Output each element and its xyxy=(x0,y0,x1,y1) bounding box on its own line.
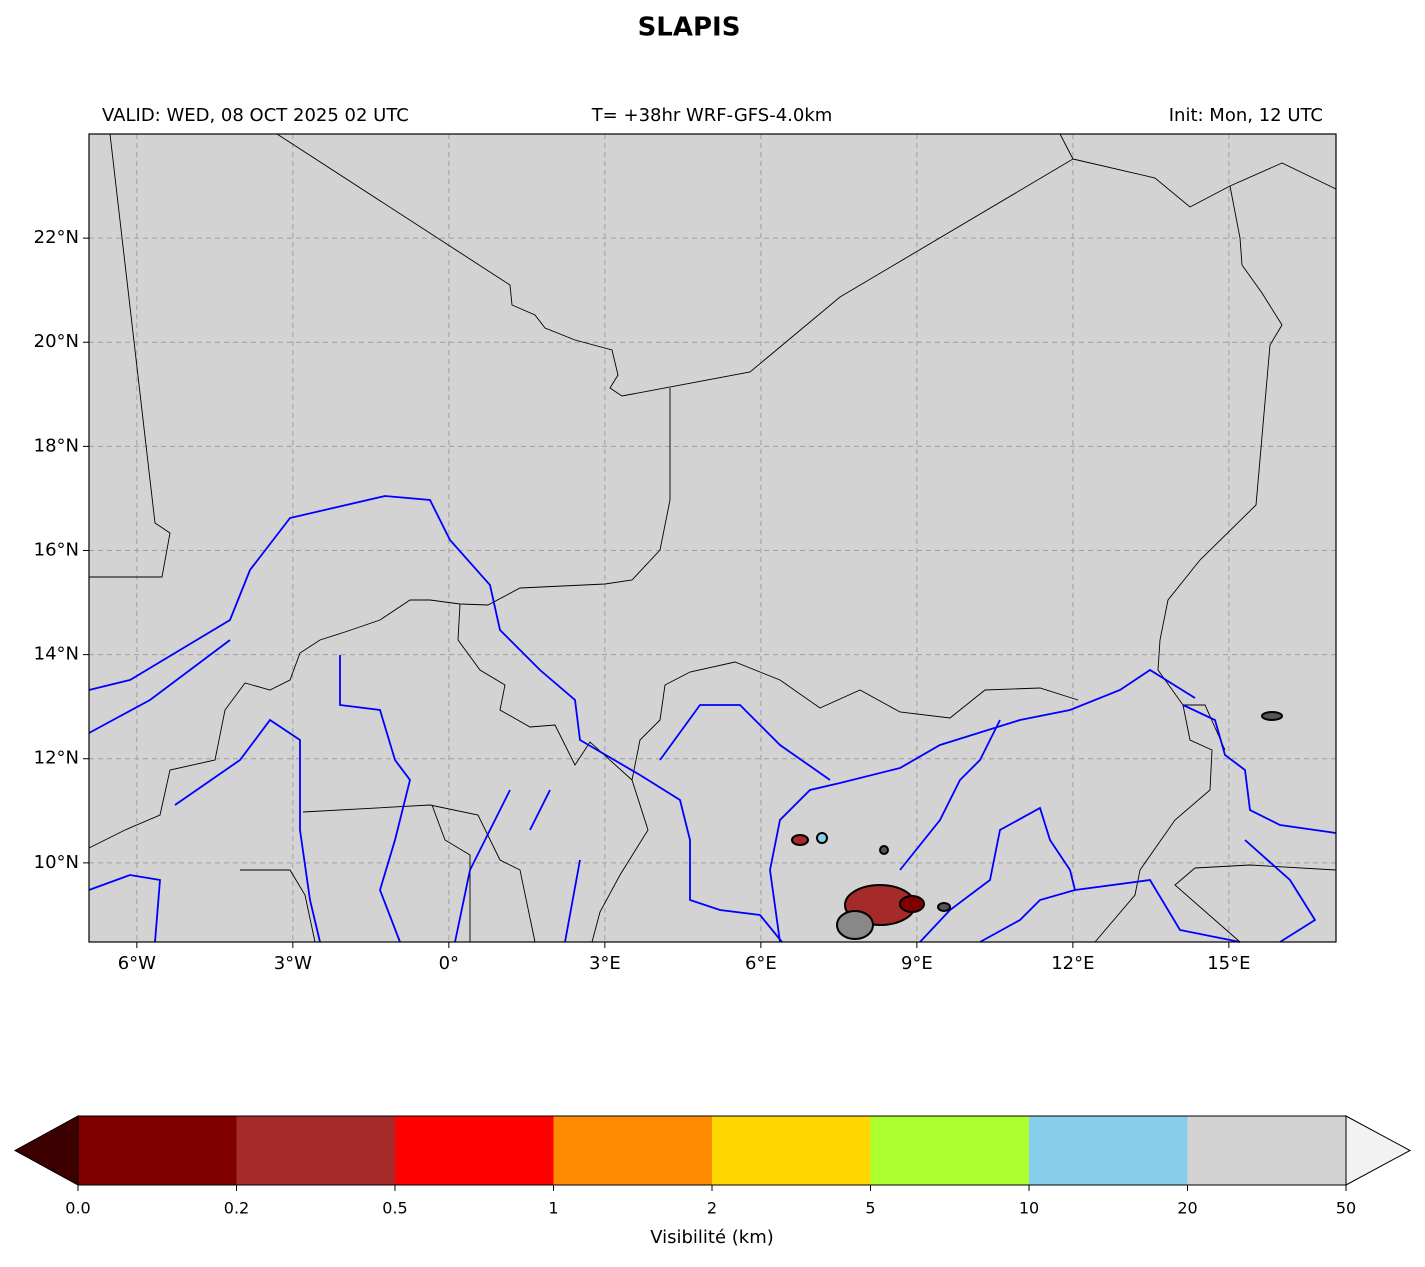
y-tick-label: 16°N xyxy=(34,539,79,560)
colorbar-tick-label: 20 xyxy=(1177,1199,1197,1218)
y-tick-label: 18°N xyxy=(34,435,79,456)
map-frame xyxy=(88,133,1337,943)
colorbar-segment xyxy=(395,1116,554,1185)
x-tick-label: 3°W xyxy=(274,953,312,974)
colorbar-segment xyxy=(236,1116,395,1185)
colorbar-tick-label: 0.5 xyxy=(382,1199,407,1218)
colorbar-segment xyxy=(1187,1116,1346,1185)
subtitle-center: T= +38hr WRF-GFS-4.0km xyxy=(591,105,833,126)
y-tick-label: 10°N xyxy=(34,852,79,873)
map-background xyxy=(89,134,1336,942)
colorbar-tick-label: 1 xyxy=(548,1199,558,1218)
colorbar-tick-label: 10 xyxy=(1019,1199,1039,1218)
colorbar-tick-label: 50 xyxy=(1336,1199,1356,1218)
x-tick-label: 0° xyxy=(439,953,459,974)
x-tick-label: 6°E xyxy=(745,953,777,974)
colorbar-segment xyxy=(1029,1116,1188,1185)
colorbar-segment xyxy=(712,1116,871,1185)
x-tick-label: 15°E xyxy=(1207,953,1250,974)
colorbar-segment xyxy=(78,1116,237,1185)
colorbar-segment xyxy=(553,1116,712,1185)
x-tick-label: 9°E xyxy=(901,953,933,974)
x-tick-label: 12°E xyxy=(1051,953,1094,974)
colorbar-extend-min xyxy=(13,1115,79,1186)
x-tick-label: 3°E xyxy=(589,953,621,974)
subtitle-right: Init: Mon, 12 UTC xyxy=(1169,105,1323,126)
visibility-contours xyxy=(791,711,1283,940)
y-tick-label: 14°N xyxy=(34,644,79,665)
y-tick-label: 12°N xyxy=(34,748,79,769)
colorbar-tick-label: 5 xyxy=(865,1199,875,1218)
colorbar-tick-label: 0.2 xyxy=(224,1199,249,1218)
colorbar-segment xyxy=(870,1116,1029,1185)
colorbar-label: Visibilité (km) xyxy=(650,1227,774,1248)
borders xyxy=(88,133,1337,943)
subtitle-left: VALID: WED, 08 OCT 2025 02 UTC xyxy=(102,105,409,126)
colorbar-tick-label: 2 xyxy=(707,1199,717,1218)
rivers xyxy=(88,495,1337,943)
grid xyxy=(89,134,1336,942)
y-tick-label: 20°N xyxy=(34,331,79,352)
colorbar-extend-max xyxy=(1345,1115,1412,1186)
chart-title: SLAPIS xyxy=(638,13,741,43)
colorbar-tick-label: 0.0 xyxy=(65,1199,90,1218)
y-tick-label: 22°N xyxy=(34,227,79,248)
x-tick-label: 6°W xyxy=(118,953,156,974)
